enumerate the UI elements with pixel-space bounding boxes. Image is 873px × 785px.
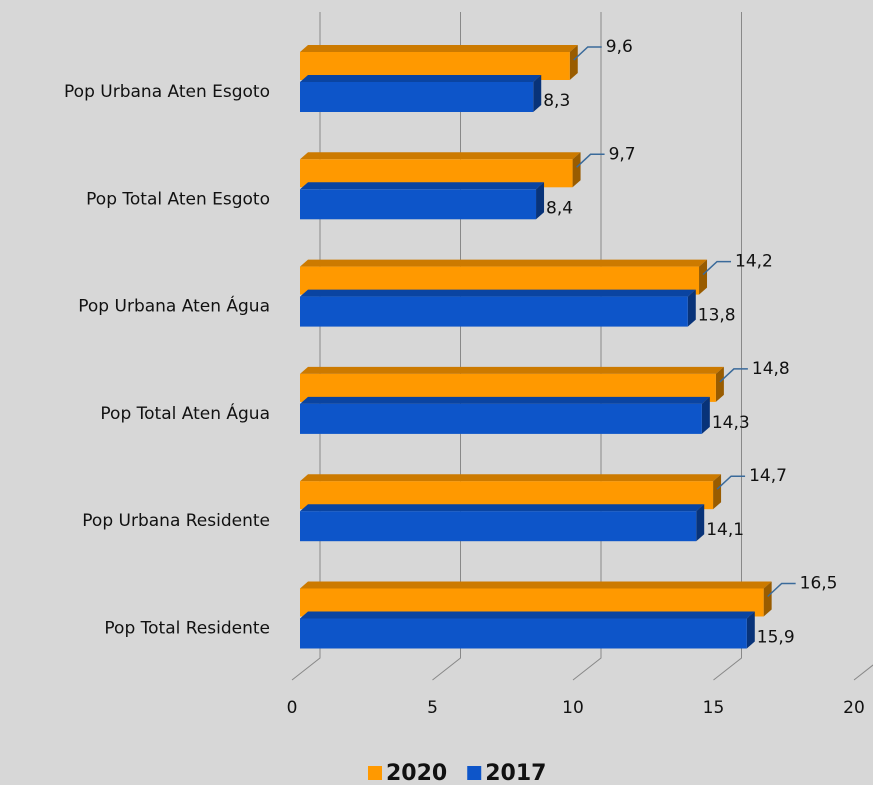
bar-face: [300, 403, 702, 434]
leader-line: [702, 260, 732, 276]
x-tick-label: 20: [843, 698, 865, 718]
bar: [300, 581, 772, 617]
bar: [300, 152, 581, 188]
bar-face: [746, 611, 755, 649]
bar-face: [713, 474, 722, 510]
x-tick-label: 15: [703, 698, 725, 718]
data-label: 16,5: [800, 574, 838, 594]
leader-line: [716, 475, 746, 490]
x-tick-label: 10: [562, 698, 584, 718]
bar: [300, 182, 545, 220]
y-tick-label: Pop Urbana Residente: [82, 511, 270, 531]
bar: [300, 259, 708, 295]
data-label: 8,4: [546, 198, 573, 218]
grid-line: [713, 12, 742, 681]
bar-face: [300, 396, 710, 404]
bar-face: [300, 82, 534, 112]
leader-line: [573, 46, 602, 61]
bar-face: [300, 289, 696, 297]
bar: [300, 366, 724, 402]
bar-face: [715, 366, 724, 402]
bar-face: [533, 75, 542, 112]
bar: [300, 45, 578, 80]
bar-face: [300, 611, 755, 619]
bar-face: [300, 618, 747, 649]
bar-face: [763, 581, 772, 617]
legend-label: 2017: [485, 761, 546, 785]
grid-line: [432, 12, 461, 681]
bar-face: [536, 182, 545, 220]
leader-line: [576, 153, 605, 168]
data-label: 14,3: [712, 413, 750, 433]
bar: [300, 396, 710, 434]
bar-face: [300, 152, 581, 160]
bar-face: [300, 75, 542, 82]
bar: [300, 504, 705, 542]
bar-face: [300, 511, 697, 542]
bar-face: [300, 296, 688, 327]
y-tick-label: Pop Total Aten Esgoto: [86, 189, 270, 209]
x-tick-label: 0: [287, 698, 298, 718]
data-label: 8,3: [543, 91, 570, 111]
data-label: 14,1: [706, 520, 744, 540]
leader-line: [719, 368, 748, 383]
bar-face: [300, 474, 722, 482]
bar-face: [701, 396, 710, 434]
data-label: 14,2: [735, 252, 773, 272]
data-label: 14,8: [752, 359, 790, 379]
data-label: 9,6: [606, 37, 633, 57]
data-label: 14,7: [749, 466, 787, 486]
data-label: 13,8: [698, 306, 736, 326]
bar-face: [300, 504, 705, 512]
bar: [300, 611, 755, 649]
data-label: 9,7: [609, 144, 636, 164]
bar-face: [300, 581, 772, 589]
legend-label: 2020: [386, 761, 447, 785]
legend-swatch: [368, 766, 382, 780]
bar-face: [569, 45, 578, 80]
bar-face: [572, 152, 581, 188]
bar-face: [300, 366, 724, 374]
grid-line: [853, 664, 873, 681]
grid-line: [291, 12, 321, 681]
bar-face: [699, 259, 708, 295]
y-tick-label: Pop Total Residente: [104, 619, 270, 639]
leader-line: [767, 582, 796, 598]
x-tick-label: 5: [427, 698, 438, 718]
bar: [300, 474, 722, 510]
grid-line: [572, 12, 602, 681]
y-tick-label: Pop Total Aten Água: [100, 402, 270, 424]
bar-face: [300, 259, 708, 267]
bar-face: [300, 45, 578, 52]
bar-face: [300, 182, 545, 190]
bar-face: [687, 289, 696, 327]
bar: [300, 289, 696, 327]
legend-swatch: [467, 766, 482, 780]
bar-face: [696, 504, 705, 542]
y-tick-label: Pop Urbana Aten Água: [78, 295, 270, 317]
bar-face: [300, 189, 537, 220]
bar: [300, 75, 542, 112]
data-label: 15,9: [757, 628, 795, 648]
y-tick-label: Pop Urbana Aten Esgoto: [64, 82, 270, 102]
